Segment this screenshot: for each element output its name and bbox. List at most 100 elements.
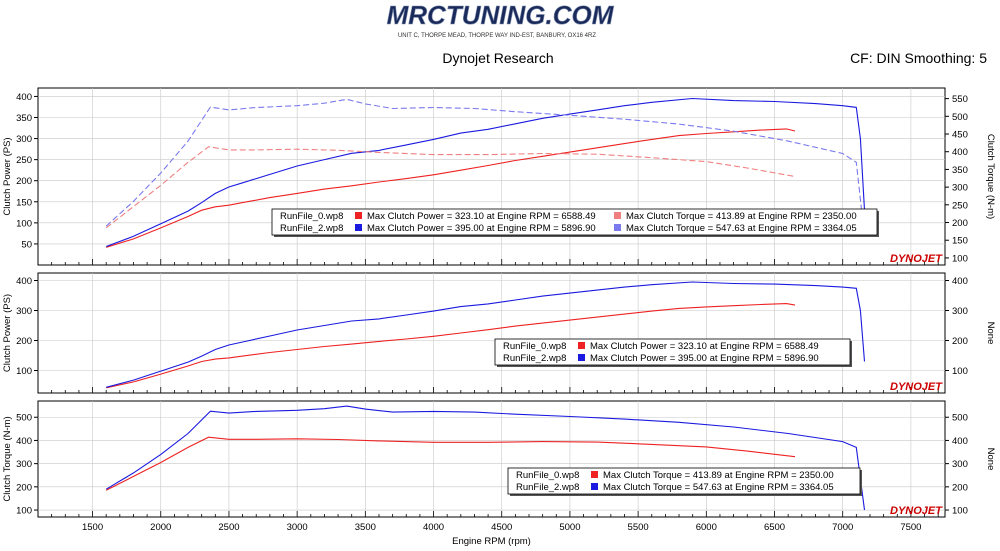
y2-tick-label: 200	[952, 218, 968, 229]
y-tick-label: 400	[16, 276, 32, 287]
series-line-power-1	[106, 303, 796, 389]
legend-entry: Max Clutch Power = 395.00 at Engine RPM …	[590, 353, 819, 364]
y2-tick-label: 100	[952, 366, 968, 377]
y2-tick-label: 100	[952, 253, 968, 264]
y2-tick-label: 500	[952, 413, 968, 424]
series-line-torque-4	[105, 98, 866, 237]
x-tick-label: 3500	[355, 522, 376, 533]
y2-tick-label: 400	[952, 436, 968, 447]
y-tick-label: 50	[21, 239, 32, 250]
y-axis-label: Clutch Power (PS)	[2, 294, 13, 372]
legend-entry: Max Clutch Power = 323.10 at Engine RPM …	[590, 341, 819, 352]
x-tick-label: 4000	[423, 522, 444, 533]
y-tick-label: 500	[16, 413, 32, 424]
chart-panel-1: 50 100 150 200 250 300 350 400 100 150 200 250 300 35…	[2, 87, 996, 266]
x-tick-label: 5000	[559, 522, 580, 533]
y2-tick-label: 300	[952, 183, 968, 194]
x-tick-label: 7000	[832, 522, 853, 533]
legend-swatch	[578, 354, 585, 361]
legend-file-name: RunFile_2.wp8	[280, 223, 343, 234]
legend-file-name: RunFile_0.wp8	[280, 211, 343, 222]
legend-swatch	[355, 224, 362, 231]
y2-tick-label: 450	[952, 130, 968, 141]
chart-title: Dynojet Research	[442, 50, 553, 66]
y-tick-label: 350	[16, 113, 32, 124]
y-tick-label: 300	[16, 306, 32, 317]
y2-tick-label: 550	[952, 94, 968, 105]
y-tick-label: 400	[16, 436, 32, 447]
series-line-torque-1	[105, 436, 796, 491]
chart-header: MRCTUNING.COM UNIT C, THORPE MEAD, THORP…	[352, 0, 987, 66]
y-tick-label: 100	[16, 506, 32, 517]
legend-swatch	[578, 342, 585, 349]
y-tick-label: 150	[16, 197, 32, 208]
address-text: UNIT C, THORPE MEAD, THORPE WAY IND-EST,…	[398, 33, 596, 39]
y-tick-label: 100	[16, 366, 32, 377]
x-tick-label: 2000	[150, 522, 171, 533]
x-tick-label: 1500	[82, 522, 103, 533]
y2-axis-label: Clutch Torque (N-m)	[985, 134, 996, 219]
y2-tick-label: 300	[952, 459, 968, 470]
legend-entry: Max Clutch Torque = 547.63 at Engine RPM…	[626, 223, 857, 234]
series-line-power-2	[106, 97, 866, 248]
legend-entry: Max Clutch Power = 395.00 at Engine RPM …	[367, 223, 596, 234]
y-tick-label: 200	[16, 176, 32, 187]
y-axis-label: Clutch Torque (N-m)	[2, 416, 13, 501]
legend: RunFile_0.wp8 Max Clutch Power = 323.10 a…	[271, 208, 879, 237]
y-tick-label: 100	[16, 218, 32, 229]
legend-swatch	[614, 224, 621, 231]
chart-panel-3: 100 200 300 400 500 100 200 300 400 500 1500 2000 25…	[2, 400, 996, 547]
x-tick-label: 3000	[287, 522, 308, 533]
x-axis-label: Engine RPM (rpm)	[452, 536, 531, 547]
y2-tick-label: 200	[952, 482, 968, 493]
legend-entry: Max Clutch Torque = 413.89 at Engine RPM…	[626, 211, 857, 222]
y-tick-label: 200	[16, 482, 32, 493]
legend-swatch	[591, 483, 598, 490]
series-line-torque-2	[105, 405, 866, 511]
x-tick-label: 6500	[764, 522, 785, 533]
y-tick-label: 200	[16, 336, 32, 347]
y2-tick-label: 150	[952, 236, 968, 247]
y2-tick-label: 300	[952, 306, 968, 317]
x-tick-label: 6000	[696, 522, 717, 533]
y2-axis-label: None	[985, 448, 996, 471]
x-tick-label: 4500	[491, 522, 512, 533]
x-tick-label: 7500	[900, 522, 921, 533]
y2-tick-label: 400	[952, 276, 968, 287]
y2-tick-label: 400	[952, 147, 968, 158]
y-tick-label: 400	[16, 92, 32, 103]
plot-frame	[37, 87, 946, 266]
dynojet-logo: DYNOJET	[890, 381, 943, 393]
y-tick-label: 300	[16, 134, 32, 145]
y2-tick-label: 250	[952, 200, 968, 211]
logo-text: MRCTUNING.COM	[387, 0, 615, 30]
legend-file-name: RunFile_2.wp8	[503, 353, 566, 364]
y-tick-label: 250	[16, 155, 32, 166]
series-line-power-1	[106, 128, 796, 248]
legend-entry: Max Clutch Power = 323.10 at Engine RPM …	[367, 211, 596, 222]
dynojet-logo: DYNOJET	[890, 253, 943, 265]
legend: RunFile_0.wp8 Max Clutch Torque = 413.89 …	[507, 467, 862, 496]
plot-frame	[37, 400, 946, 518]
series-line-power-2	[106, 281, 866, 388]
series-line-torque-3	[105, 146, 796, 229]
y2-tick-label: 100	[952, 506, 968, 517]
y-axis-label: Clutch Power (PS)	[2, 137, 13, 215]
legend-swatch	[355, 212, 362, 219]
legend: RunFile_0.wp8 Max Clutch Power = 323.10 a…	[494, 338, 852, 367]
legend-box	[507, 467, 861, 495]
legend-box	[494, 338, 851, 366]
mrc-logo: MRCTUNING.COM	[352, 0, 648, 30]
legend-file-name: RunFile_0.wp8	[503, 341, 566, 352]
legend-file-name: RunFile_0.wp8	[516, 470, 579, 481]
y-tick-label: 300	[16, 459, 32, 470]
y2-tick-label: 200	[952, 336, 968, 347]
x-tick-label: 5500	[628, 522, 649, 533]
legend-box	[271, 208, 878, 236]
x-tick-label: 2500	[218, 522, 239, 533]
y2-tick-label: 500	[952, 112, 968, 123]
plot-frame	[37, 272, 946, 394]
y2-tick-label: 350	[952, 165, 968, 176]
